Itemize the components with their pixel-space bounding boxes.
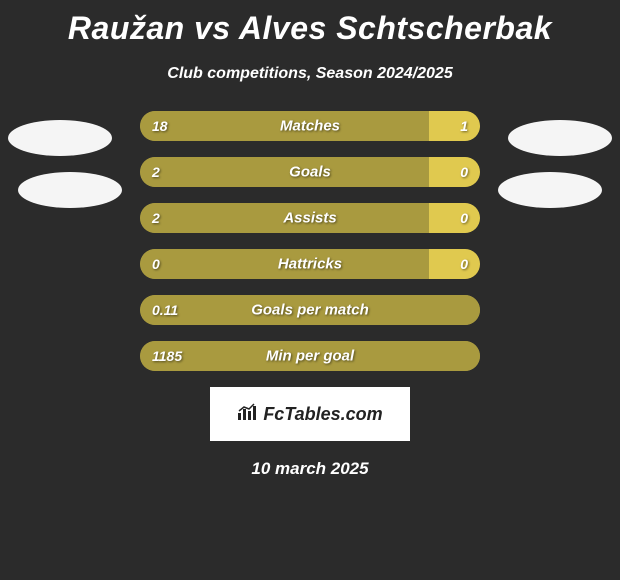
chart-icon — [237, 403, 259, 426]
stat-value-left: 0.11 — [152, 302, 178, 318]
stat-row: 2 0 Goals — [140, 157, 480, 187]
stat-value-left: 0 — [152, 256, 160, 272]
stat-value-left: 1185 — [152, 348, 182, 364]
stat-label: Goals — [289, 164, 331, 181]
logo-text: FcTables.com — [263, 404, 382, 425]
stat-row: 0.11 Goals per match — [140, 295, 480, 325]
bar-left — [140, 157, 429, 187]
stat-row: 18 1 Matches — [140, 111, 480, 141]
stat-label: Assists — [283, 210, 336, 227]
stat-label: Goals per match — [251, 302, 369, 319]
stat-value-left: 2 — [152, 164, 160, 180]
player-right-avatar-1 — [508, 120, 612, 156]
stat-value-right: 0 — [460, 164, 468, 180]
stats-chart: 18 1 Matches 2 0 Goals 2 0 Assists 0 0 Hattricks 0.1… — [140, 111, 480, 371]
bar-right — [429, 249, 480, 279]
stat-label: Matches — [280, 118, 340, 135]
stat-row: 2 0 Assists — [140, 203, 480, 233]
bar-right — [429, 157, 480, 187]
stat-value-right: 1 — [460, 118, 468, 134]
subtitle: Club competitions, Season 2024/2025 — [0, 65, 620, 83]
player-left-avatar-1 — [8, 120, 112, 156]
stat-label: Hattricks — [278, 256, 342, 273]
stat-value-right: 0 — [460, 256, 468, 272]
stat-row: 0 0 Hattricks — [140, 249, 480, 279]
stat-row: 1185 Min per goal — [140, 341, 480, 371]
bar-right — [429, 111, 480, 141]
stat-value-left: 2 — [152, 210, 160, 226]
stat-value-right: 0 — [460, 210, 468, 226]
stat-value-left: 18 — [152, 118, 168, 134]
stat-label: Min per goal — [266, 348, 354, 365]
date-text: 10 march 2025 — [0, 459, 620, 479]
page-title: Raužan vs Alves Schtscherbak — [0, 0, 620, 47]
player-right-avatar-2 — [498, 172, 602, 208]
bar-right — [429, 203, 480, 233]
player-left-avatar-2 — [18, 172, 122, 208]
source-logo: FcTables.com — [210, 387, 410, 441]
